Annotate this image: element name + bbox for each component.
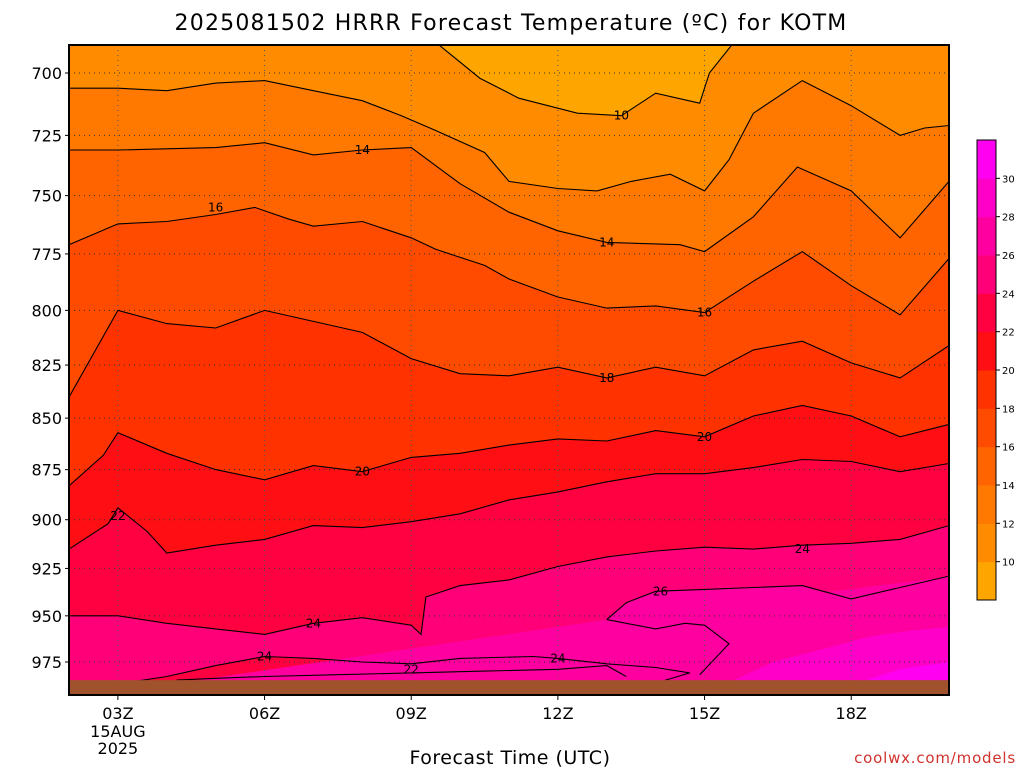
contour-label-22: 22 — [404, 662, 419, 676]
colorbar: 10 12 14 16 18 20 22 24 26 28 30 — [976, 139, 1015, 601]
x-tick-label-09Z: 09Z — [396, 704, 427, 723]
contour-label-24: 24 — [257, 650, 272, 664]
contour-10 — [438, 45, 733, 117]
contour-label-24: 24 — [306, 616, 321, 630]
temperature-fill-bands — [69, 45, 949, 695]
colorbar-tick-label-24: 24 — [1002, 289, 1015, 300]
temperature-contours — [69, 45, 949, 687]
colorbar-swatch-30 — [977, 140, 996, 179]
contour-label-14: 14 — [355, 143, 370, 157]
contour-label-10: 10 — [614, 109, 629, 123]
colorbar-tick-label-28: 28 — [1002, 213, 1015, 224]
contour-22-branch — [176, 665, 627, 681]
contour-16 — [69, 206, 949, 316]
contour-14 — [69, 142, 949, 253]
contour-label-14: 14 — [599, 235, 614, 249]
contour-label-20: 20 — [697, 430, 712, 444]
contour-24-branch — [108, 655, 691, 687]
x-tick-label-15Z: 15Z — [689, 704, 720, 723]
plot-frame — [68, 44, 950, 696]
contour-labels: 10 14 14 16 16 18 20 20 22 22 24 24 24 24 26 — [110, 109, 810, 677]
contour-label-20: 20 — [355, 465, 370, 479]
colorbar-swatch-20 — [977, 331, 996, 371]
y-tick-label-900: 900 — [31, 511, 62, 530]
colorbar-swatch-22 — [977, 293, 996, 333]
colorbar-tick-label-18: 18 — [1002, 404, 1015, 415]
contour-20 — [69, 404, 949, 487]
y-tick-label-775: 775 — [31, 245, 62, 264]
colorbar-tick-label-26: 26 — [1002, 251, 1015, 262]
y-tick-label-825: 825 — [31, 356, 62, 375]
pressure-axis: 700 725 750 775 800 825 850 875 900 925 950 975 — [31, 64, 69, 672]
chart-title: 2025081502 HRRR Forecast Temperature (ºC… — [175, 11, 848, 36]
x-axis-label: Forecast Time (UTC) — [410, 747, 611, 768]
colorbar-swatch-16 — [977, 408, 996, 448]
colorbar-swatch-14 — [977, 446, 996, 486]
colorbar-tick-label-30: 30 — [1002, 174, 1015, 185]
credit-link[interactable]: coolwx.com/models — [854, 749, 1016, 767]
colorbar-tick-label-20: 20 — [1002, 366, 1015, 377]
colorbar-swatch-18 — [977, 370, 996, 409]
contour-label-24: 24 — [795, 542, 810, 556]
y-tick-label-950: 950 — [31, 607, 62, 626]
colorbar-tick-label-12: 12 — [1002, 519, 1015, 530]
colorbar-swatch-26 — [977, 216, 996, 256]
x-tick-sublabel: 15AUG — [90, 722, 145, 741]
y-tick-label-725: 725 — [31, 126, 62, 145]
x-tick-label-06Z: 06Z — [249, 704, 280, 723]
y-tick-label-975: 975 — [31, 653, 62, 672]
contour-26 — [606, 575, 949, 621]
contour-24 — [69, 525, 949, 636]
contour-22 — [69, 458, 949, 554]
colorbar-swatch-24 — [977, 255, 996, 294]
contour-label-18: 18 — [599, 371, 614, 385]
colorbar-tick-label-22: 22 — [1002, 328, 1015, 339]
colorbar-tick-label-16: 16 — [1002, 443, 1015, 454]
colorbar-swatch-12 — [977, 485, 996, 524]
y-tick-label-750: 750 — [31, 187, 62, 206]
contour-label-26: 26 — [653, 584, 668, 598]
contour-label-16: 16 — [697, 306, 712, 320]
colorbar-tick-label-10: 10 — [1002, 558, 1015, 569]
contour-label-16: 16 — [208, 200, 223, 214]
x-tick-label-03Z: 03Z — [102, 704, 133, 723]
y-tick-label-800: 800 — [31, 301, 62, 320]
contour-18 — [69, 309, 949, 398]
y-tick-label-875: 875 — [31, 461, 62, 480]
x-tick-label-18Z: 18Z — [836, 704, 867, 723]
ground-surface-strip — [69, 680, 949, 695]
y-tick-label-700: 700 — [31, 64, 62, 83]
y-tick-label-850: 850 — [31, 409, 62, 428]
contour-label-22: 22 — [110, 509, 125, 523]
contour-12 — [69, 79, 949, 192]
x-tick-label-12Z: 12Z — [542, 704, 573, 723]
colorbar-swatch-10 — [977, 523, 996, 563]
contour-26-branch — [606, 619, 730, 676]
y-tick-label-925: 925 — [31, 559, 62, 578]
contour-label-24: 24 — [550, 651, 565, 665]
colorbar-tick-label-14: 14 — [1002, 481, 1015, 492]
dotted-grid — [69, 45, 949, 695]
colorbar-swatch-28 — [977, 178, 996, 218]
colorbar-swatch-8 — [977, 561, 996, 601]
x-tick-sublabel: 2025 — [98, 739, 139, 758]
